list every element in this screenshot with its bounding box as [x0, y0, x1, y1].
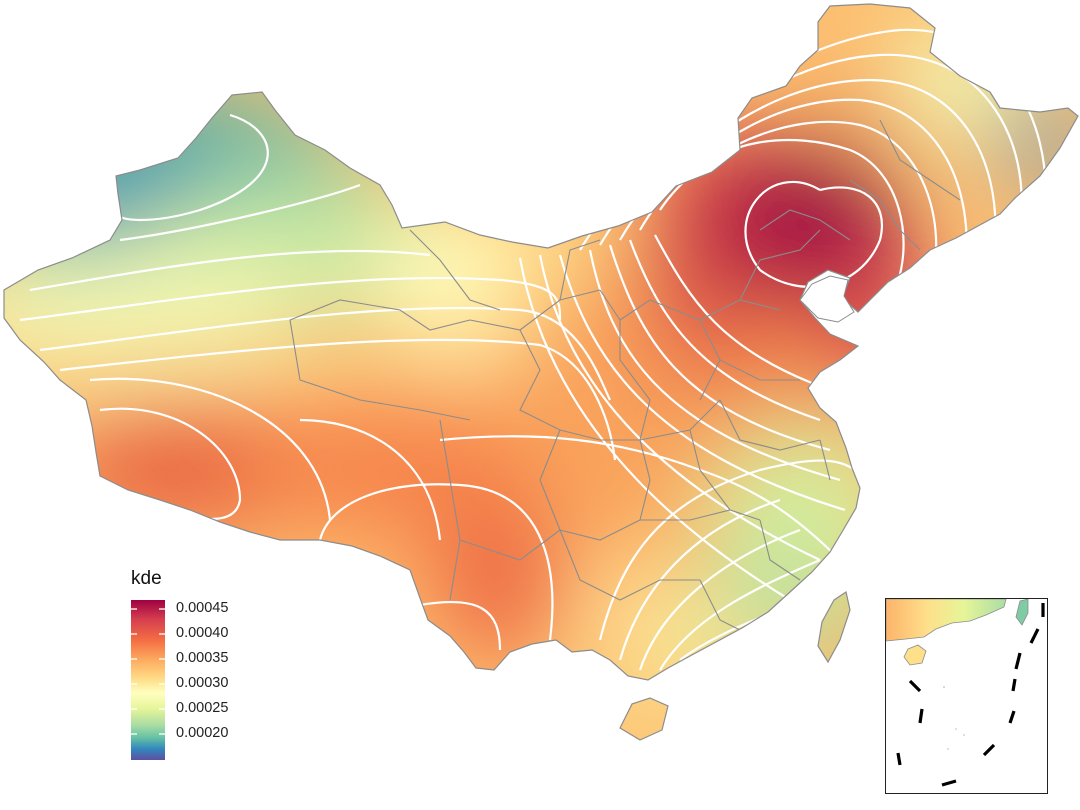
south-china-sea-inset [885, 598, 1048, 794]
legend-label: 0.00045 [176, 600, 229, 616]
nine-dash-line [896, 603, 1045, 787]
inset-mainland-coast [886, 599, 1007, 642]
legend-title: kde [131, 568, 162, 589]
legend-label: 0.00020 [176, 725, 229, 741]
country-outline [3, 3, 1079, 741]
legend-label: 0.00040 [176, 625, 229, 641]
legend-colorbar [131, 600, 165, 760]
bohai-sea [799, 275, 855, 323]
province-boundaries [289, 119, 961, 631]
inset-taiwan [1015, 599, 1029, 626]
inset-hainan [903, 644, 927, 666]
density-contours [19, 28, 1047, 671]
legend-label: 0.00025 [176, 700, 229, 716]
legend-label: 0.00035 [176, 650, 229, 666]
legend-label: 0.00030 [176, 675, 229, 691]
